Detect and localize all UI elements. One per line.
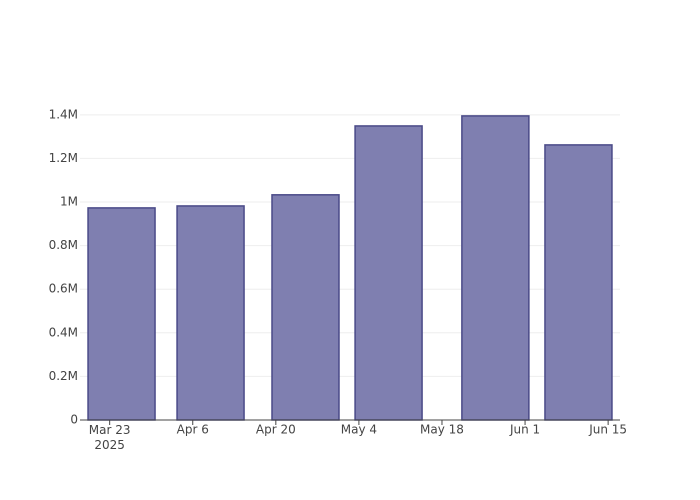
y-tick-label: 0.2M: [49, 369, 78, 383]
bar: [354, 125, 423, 421]
y-tick-label: 0.8M: [49, 238, 78, 252]
x-tick-label: May 4: [341, 423, 377, 437]
bar: [87, 207, 156, 421]
x-tick-label: Jun 15: [588, 423, 627, 437]
x-tick-label: Apr 20: [256, 423, 296, 437]
x-tick-label: May 18: [420, 423, 464, 437]
x-tick-label: Jun 1: [509, 423, 540, 437]
y-tick-label: 1.4M: [49, 107, 78, 121]
y-tick-label: 0: [70, 413, 78, 427]
y-tick-label: 0.4M: [49, 325, 78, 339]
x-tick-label: Mar 23 2025: [89, 423, 131, 452]
bar: [544, 144, 613, 421]
x-tick-label: Apr 6: [177, 423, 209, 437]
bar: [461, 115, 530, 421]
y-tick-label: 1M: [60, 195, 78, 209]
bar: [271, 194, 340, 421]
bar: [176, 205, 245, 421]
y-tick-label: 0.6M: [49, 282, 78, 296]
y-tick-label: 1.2M: [49, 151, 78, 165]
